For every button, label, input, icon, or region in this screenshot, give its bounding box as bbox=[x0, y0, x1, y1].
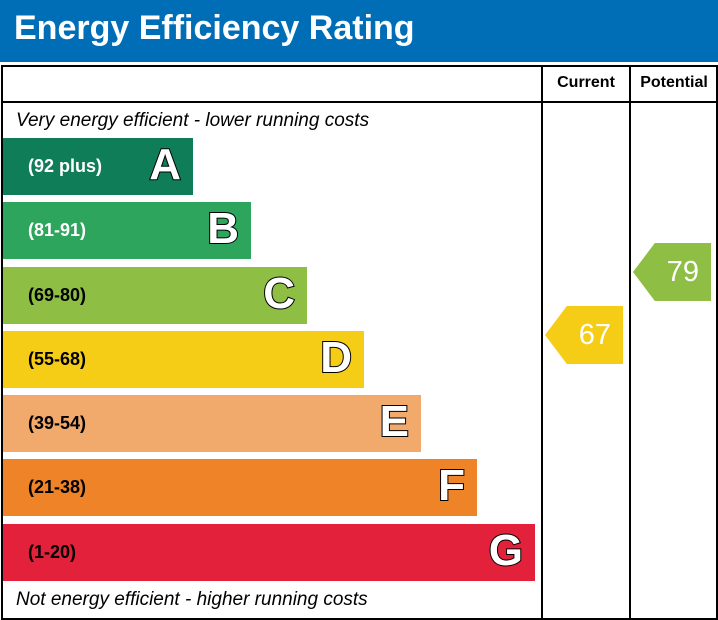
top-note: Very energy efficient - lower running co… bbox=[16, 110, 370, 131]
band-d: (55-68) D bbox=[3, 331, 364, 388]
page-title: Energy Efficiency Rating bbox=[14, 9, 415, 47]
band-b: (81-91) B bbox=[3, 202, 251, 259]
band-range-label: (39-54) bbox=[28, 413, 87, 433]
bottom-note: Not energy efficient - higher running co… bbox=[16, 589, 368, 610]
header-divider bbox=[1, 101, 718, 103]
header-bar: Energy Efficiency Rating bbox=[0, 0, 718, 62]
band-range-label: (55-68) bbox=[28, 349, 87, 369]
band-letter: C bbox=[262, 268, 296, 319]
band-range-label: (1-20) bbox=[28, 542, 77, 562]
band-range-label: (81-91) bbox=[28, 220, 87, 240]
band-f: (21-38) F bbox=[3, 459, 477, 516]
band-range-label: (21-38) bbox=[28, 477, 87, 497]
band-c: (69-80) C bbox=[3, 267, 307, 324]
band-letter: B bbox=[206, 203, 240, 254]
band-letter: F bbox=[437, 460, 466, 511]
current-column-header: Current bbox=[557, 74, 615, 91]
band-a: (92 plus) A bbox=[3, 138, 193, 195]
potential-rating-value: 79 bbox=[666, 256, 699, 288]
potential-column-header: Potential bbox=[640, 74, 708, 91]
band-range-label: (92 plus) bbox=[28, 156, 103, 176]
column-divider bbox=[629, 65, 631, 618]
band-e: (39-54) E bbox=[3, 395, 421, 452]
band-letter: D bbox=[319, 332, 353, 383]
band-range-label: (69-80) bbox=[28, 285, 87, 305]
band-letter: G bbox=[488, 525, 524, 576]
current-rating-value: 67 bbox=[578, 319, 611, 351]
current-rating-arrow: 67 bbox=[545, 306, 623, 364]
band-g: (1-20) G bbox=[3, 524, 535, 581]
column-divider bbox=[541, 65, 543, 618]
band-letter: E bbox=[379, 396, 410, 447]
band-letter: A bbox=[148, 139, 182, 190]
